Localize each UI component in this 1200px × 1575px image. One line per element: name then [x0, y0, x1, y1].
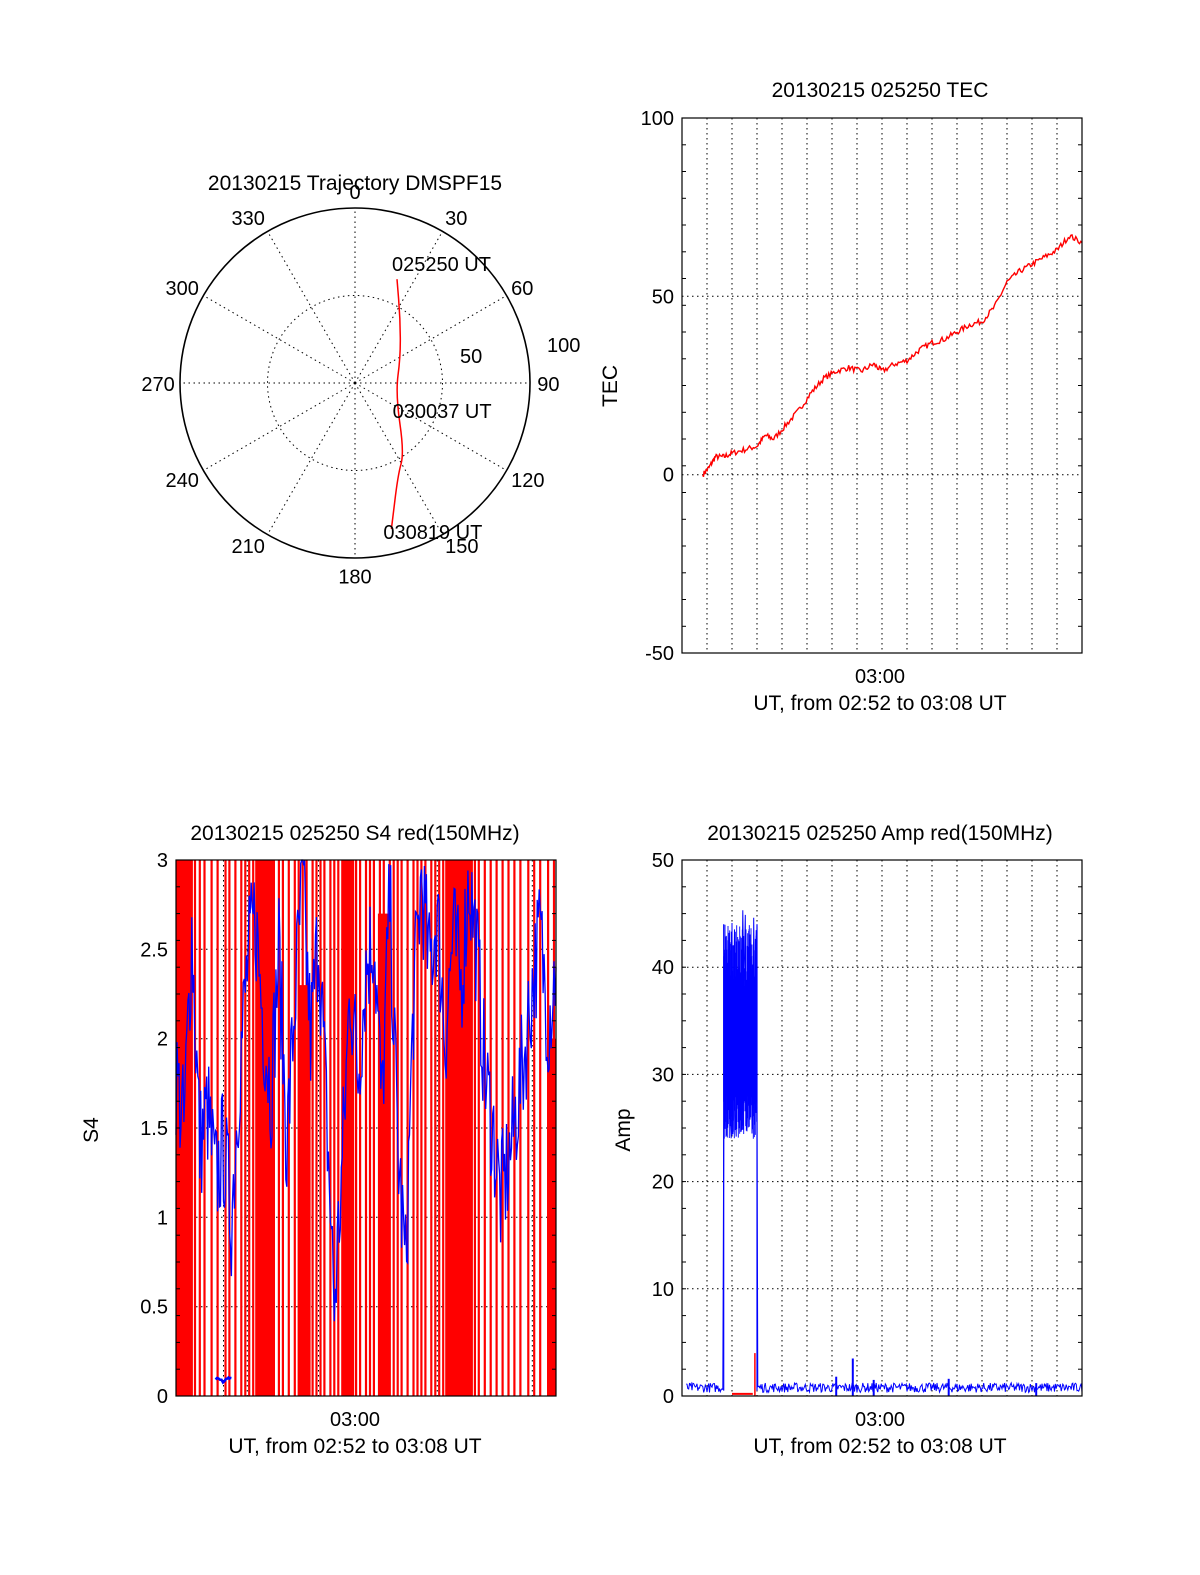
y-tick-label: 50	[652, 850, 674, 872]
trajectory-track	[390, 279, 404, 530]
y-tick-label: 20	[652, 1172, 674, 1194]
y-tick-label: 40	[652, 957, 674, 979]
polar-grid-ring	[267, 295, 443, 471]
polar-radial-label: 100	[547, 335, 580, 357]
polar-azimuth-label: 210	[232, 536, 265, 558]
polar-azimuth-label: 270	[141, 374, 174, 396]
trajectory-end-time: 030819 UT	[383, 522, 482, 544]
tec-series-line	[702, 234, 1083, 478]
trajectory-start-time: 025250 UT	[392, 254, 491, 276]
s4-blue-series	[175, 859, 557, 1322]
y-tick-label: 1.5	[140, 1118, 168, 1140]
s4-ylabel: S4	[80, 1117, 103, 1143]
amp-xtick-0300: 03:00	[855, 1409, 905, 1431]
y-tick-label: 2.5	[140, 939, 168, 961]
polar-azimuth-label: 0	[349, 182, 360, 204]
s4-red-band	[298, 985, 311, 1396]
polar-spoke	[267, 231, 356, 384]
y-tick-label: 2	[157, 1029, 168, 1051]
y-tick-label: 10	[652, 1279, 674, 1301]
s4-red-band	[342, 860, 355, 1396]
polar-spoke	[354, 382, 443, 535]
tec-ylabel: TEC	[599, 365, 622, 407]
s4-blue-series	[214, 1375, 232, 1385]
tec-xtick-0300: 03:00	[855, 666, 905, 688]
s4-plot: 20130215 025250 S4 red(150MHz) S4 UT, fr…	[80, 822, 557, 1458]
y-tick-label: 50	[652, 286, 674, 308]
polar-azimuth-label: 90	[537, 374, 559, 396]
polar-azimuth-label: 120	[511, 470, 544, 492]
s4-title: 20130215 025250 S4 red(150MHz)	[190, 822, 519, 845]
trajectory-polar-plot: 20130215 Trajectory DMSPF15 0 30 60 90 120 15…	[141, 172, 580, 588]
amp-ylabel: Amp	[612, 1108, 635, 1151]
polar-azimuth-label: 60	[511, 278, 533, 300]
polar-azimuth-label: 300	[166, 278, 199, 300]
s4-xtick-0300: 03:00	[330, 1409, 380, 1431]
polar-spoke	[267, 382, 356, 535]
polar-azimuth-label: 30	[445, 208, 467, 230]
trajectory-mid-time: 030037 UT	[393, 401, 492, 423]
y-tick-label: -50	[645, 643, 674, 665]
polar-spoke	[203, 382, 356, 471]
y-tick-label: 0.5	[140, 1297, 168, 1319]
polar-spoke	[354, 231, 443, 384]
tec-plot: 20130215 025250 TEC TEC UT, from 02:52 t…	[599, 79, 1083, 715]
tec-title: 20130215 025250 TEC	[772, 79, 989, 102]
polar-spoke	[354, 382, 507, 471]
s4-xlabel: UT, from 02:52 to 03:08 UT	[228, 1435, 481, 1458]
polar-spoke	[203, 295, 356, 384]
amp-title: 20130215 025250 Amp red(150MHz)	[707, 822, 1053, 845]
amp-blue-series	[686, 910, 1083, 1394]
s4-red-band	[548, 1038, 556, 1396]
polar-azimuth-label: 330	[232, 208, 265, 230]
y-tick-label: 0	[663, 465, 674, 487]
polar-azimuth-label: 150	[445, 536, 478, 558]
y-tick-label: 1	[157, 1207, 168, 1229]
polar-azimuth-label: 240	[166, 470, 199, 492]
y-tick-label: 3	[157, 850, 168, 872]
polar-spoke	[354, 295, 507, 384]
y-tick-label: 100	[641, 108, 674, 130]
y-tick-label: 30	[652, 1064, 674, 1086]
amp-plot: 20130215 025250 Amp red(150MHz) Amp UT, …	[612, 822, 1083, 1458]
y-tick-label: 0	[157, 1386, 168, 1408]
polar-azimuth-label: 180	[338, 566, 371, 588]
tec-xlabel: UT, from 02:52 to 03:08 UT	[753, 692, 1006, 715]
polar-outer-ring	[179, 207, 531, 559]
y-tick-label: 0	[663, 1386, 674, 1408]
trajectory-title: 20130215 Trajectory DMSPF15	[208, 172, 502, 195]
amp-xlabel: UT, from 02:52 to 03:08 UT	[753, 1435, 1006, 1458]
polar-radial-label: 50	[460, 346, 482, 368]
